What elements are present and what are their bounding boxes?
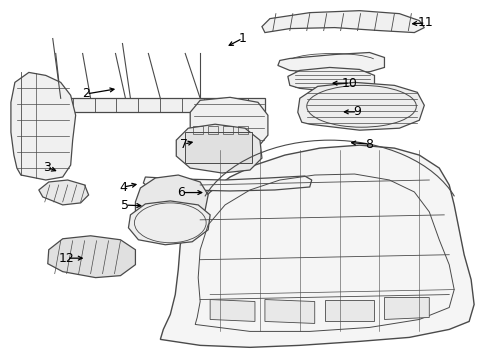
Text: 7: 7 xyxy=(180,138,188,150)
Polygon shape xyxy=(185,132,252,163)
Polygon shape xyxy=(48,236,135,278)
Text: 9: 9 xyxy=(353,105,361,118)
Polygon shape xyxy=(262,11,424,32)
Polygon shape xyxy=(298,82,424,130)
Text: 2: 2 xyxy=(82,87,90,100)
Text: 1: 1 xyxy=(239,32,246,45)
Text: 3: 3 xyxy=(44,161,51,174)
Polygon shape xyxy=(39,98,265,112)
Text: 8: 8 xyxy=(366,138,373,150)
Polygon shape xyxy=(160,145,474,347)
Polygon shape xyxy=(144,176,312,191)
Polygon shape xyxy=(210,300,255,321)
Text: 11: 11 xyxy=(418,17,434,30)
Text: 6: 6 xyxy=(177,186,186,199)
Text: 12: 12 xyxy=(59,252,74,265)
Polygon shape xyxy=(176,124,262,173)
Polygon shape xyxy=(278,53,385,73)
Polygon shape xyxy=(385,298,429,319)
Text: 10: 10 xyxy=(342,77,358,90)
Text: 4: 4 xyxy=(119,181,127,194)
Polygon shape xyxy=(11,72,75,180)
Polygon shape xyxy=(135,175,208,225)
Polygon shape xyxy=(128,201,210,245)
Polygon shape xyxy=(190,97,268,150)
Polygon shape xyxy=(265,300,315,323)
Polygon shape xyxy=(39,180,89,205)
Polygon shape xyxy=(288,67,374,91)
Text: 5: 5 xyxy=(122,199,129,212)
Polygon shape xyxy=(325,300,374,321)
